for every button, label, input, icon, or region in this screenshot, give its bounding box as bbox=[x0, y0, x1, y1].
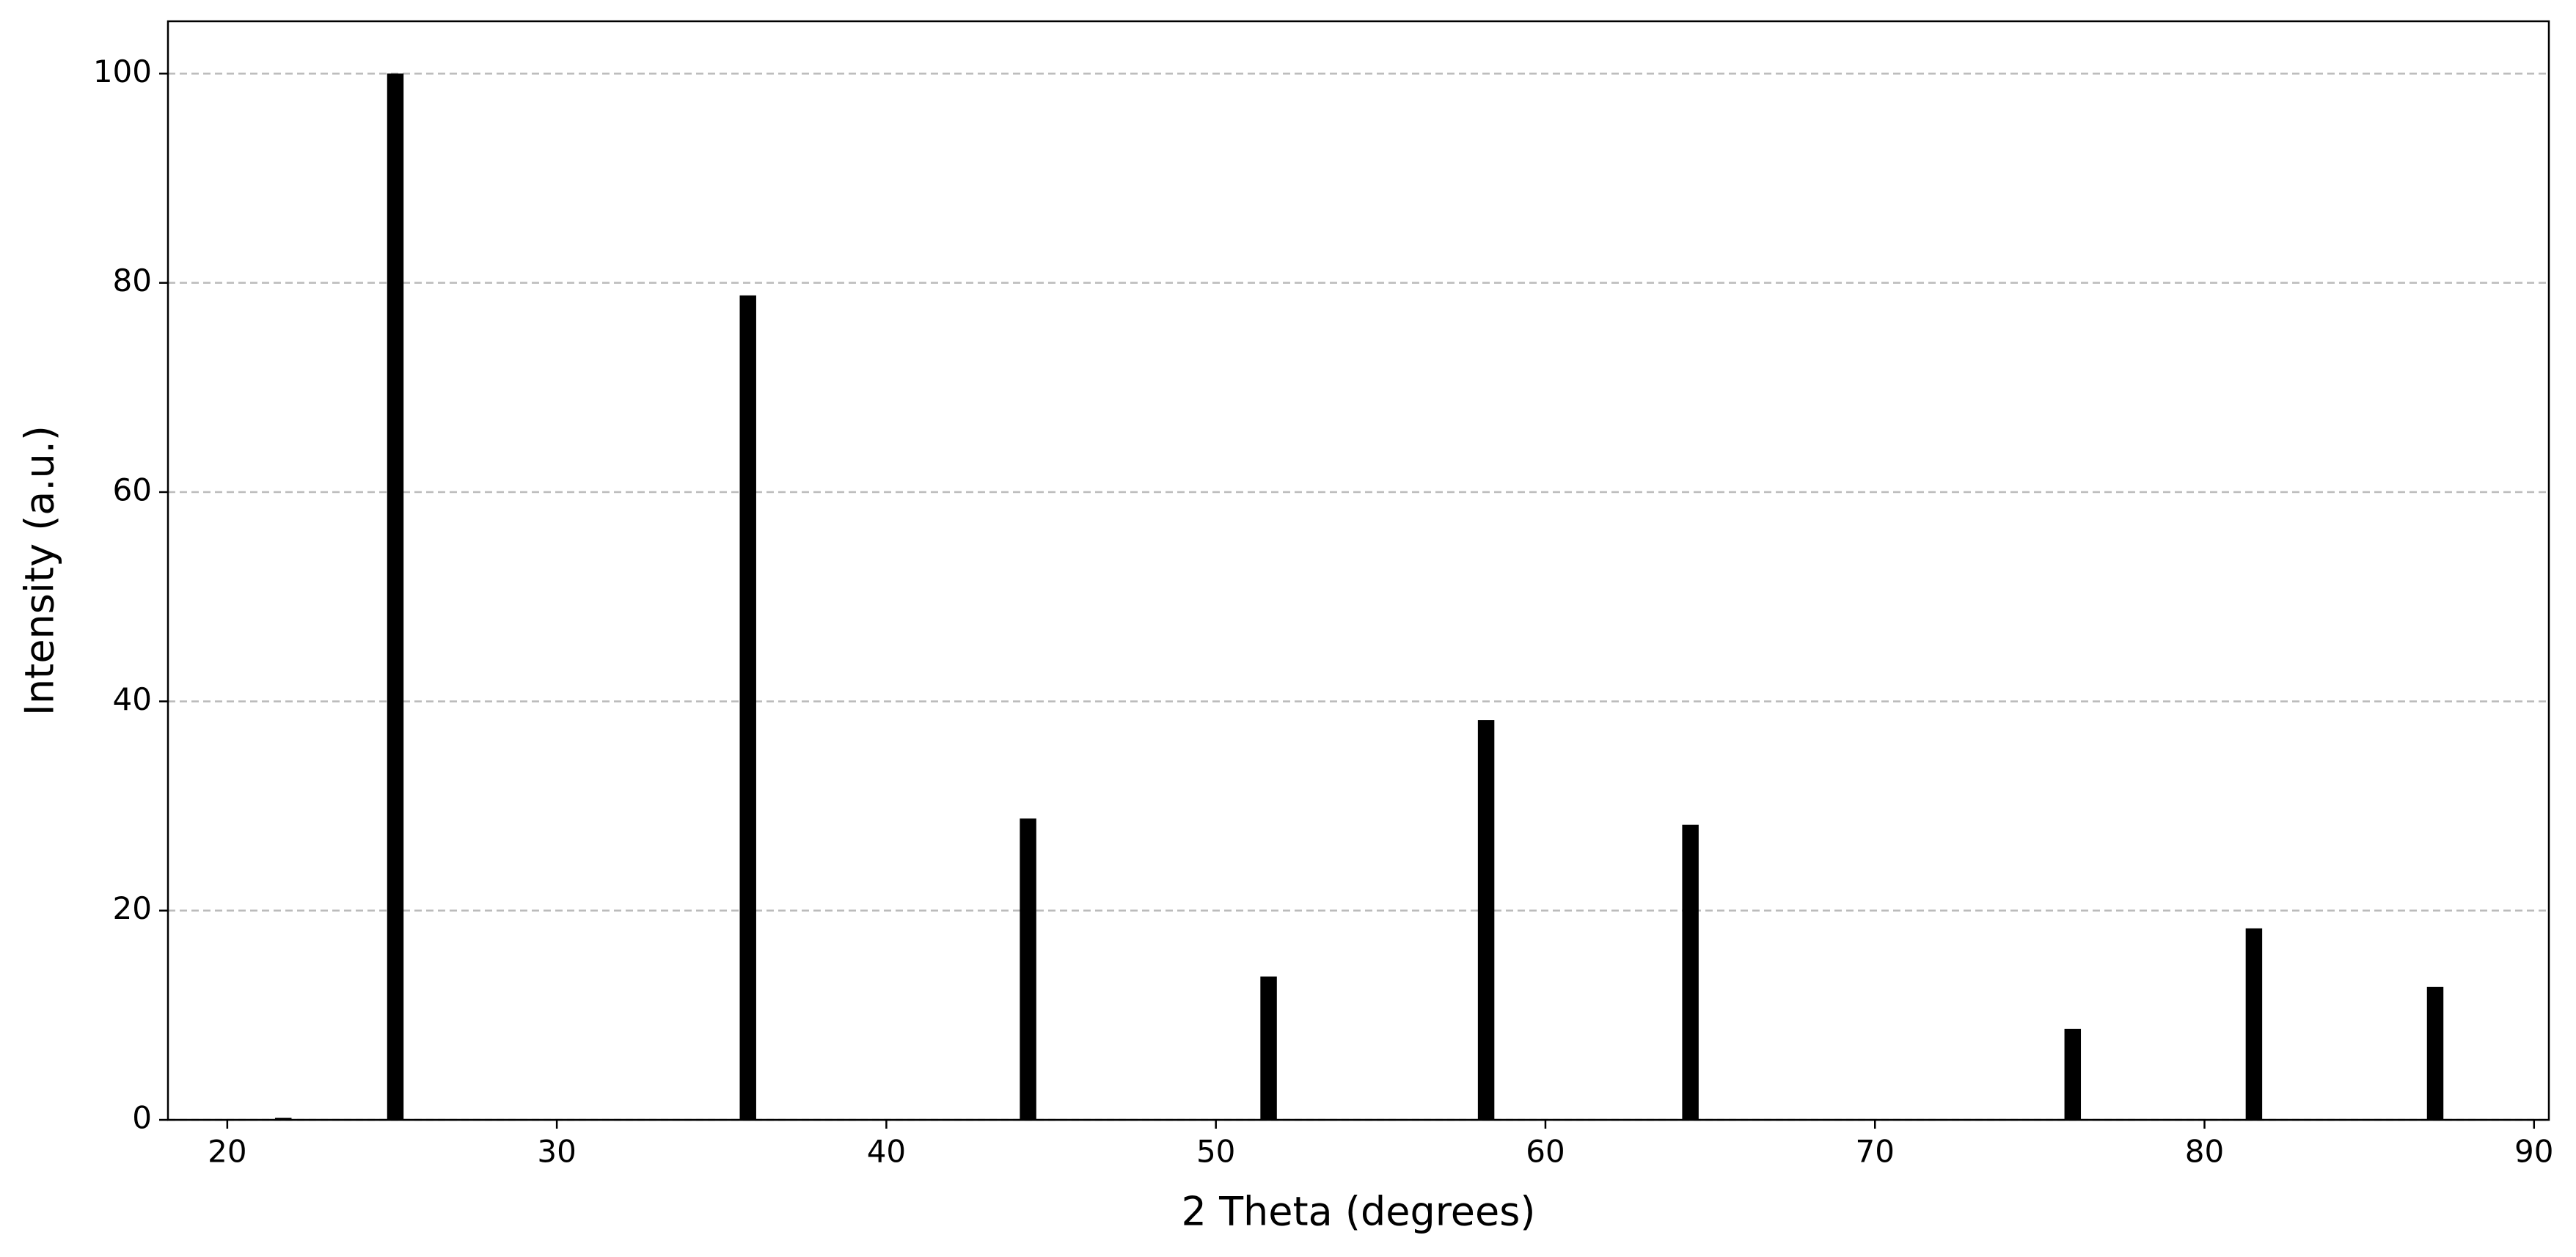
bar bbox=[2064, 1028, 2082, 1120]
bar bbox=[1020, 818, 1036, 1120]
x-tick-label: 80 bbox=[2185, 1134, 2224, 1170]
plot-frame bbox=[167, 20, 2550, 1121]
y-tick-label: 0 bbox=[132, 1100, 152, 1136]
y-axis-label: Intensity (a.u.) bbox=[17, 425, 63, 716]
bar bbox=[2426, 986, 2444, 1120]
x-tick-label: 20 bbox=[208, 1134, 246, 1170]
x-tick-label: 90 bbox=[2514, 1134, 2553, 1170]
bar bbox=[275, 1118, 292, 1120]
bar bbox=[739, 295, 756, 1121]
x-tick-label: 70 bbox=[1856, 1134, 1895, 1170]
bar bbox=[387, 73, 404, 1120]
x-tick-label: 50 bbox=[1196, 1134, 1235, 1170]
y-tick-label: 20 bbox=[113, 890, 152, 926]
y-tick-label: 100 bbox=[93, 54, 152, 89]
x-tick-label: 30 bbox=[537, 1134, 576, 1170]
bar bbox=[1260, 976, 1277, 1120]
bar bbox=[2245, 928, 2263, 1120]
y-tick-label: 80 bbox=[113, 263, 152, 298]
x-tick-label: 60 bbox=[1526, 1134, 1565, 1170]
x-tick-label: 40 bbox=[867, 1134, 906, 1170]
y-tick-label: 40 bbox=[113, 681, 152, 717]
x-axis-label: 2 Theta (degrees) bbox=[1182, 1189, 1536, 1235]
bar bbox=[1682, 824, 1699, 1120]
y-tick-label: 60 bbox=[113, 472, 152, 508]
bar bbox=[1477, 720, 1495, 1120]
